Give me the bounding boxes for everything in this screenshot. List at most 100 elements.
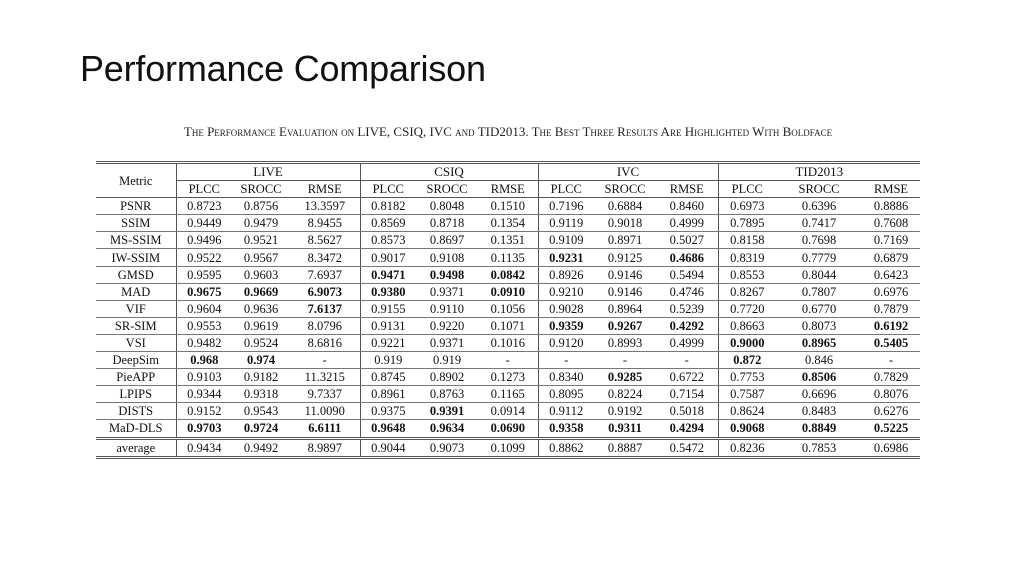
table-cell: 0.9482 — [176, 334, 232, 353]
table-cell: 0.5027 — [656, 231, 719, 250]
table-cell: 8.9455 — [290, 214, 361, 233]
table-cell: 0.7698 — [776, 231, 863, 250]
table-row: GMSD 0.9595 0.9603 7.6937 0.9471 0.9498 0.0842… — [96, 266, 921, 284]
table-cell: 6.6111 — [290, 419, 361, 440]
table-cell: 0.9521 — [232, 231, 290, 250]
table-cell: 0.8718 — [416, 214, 478, 233]
table-cell: 0.9496 — [176, 231, 232, 250]
table-cell: 0.9359 — [538, 317, 595, 335]
table-cell: 0.9103 — [176, 368, 232, 387]
table-cell: - — [594, 351, 657, 370]
table-cell: 0.0910 — [478, 283, 539, 301]
table-cell: 0.968 — [176, 351, 232, 370]
table-row: PSNR 0.8723 0.8756 13.3597 0.8182 0.8048 0.151… — [96, 197, 921, 216]
table-cell: 7.6137 — [290, 300, 361, 318]
table-cell: 0.872 — [718, 351, 777, 370]
table-cell: 0.7829 — [862, 368, 921, 387]
metric-name-cell: average — [96, 438, 177, 459]
table-cell: 0.8745 — [360, 368, 416, 387]
table-cell: 0.8569 — [360, 214, 416, 233]
performance-table: Metric LIVE CSIQ IVC TID2013 PLCC SROCC RM… — [96, 164, 921, 459]
table-cell: 0.9492 — [232, 438, 290, 459]
table-cell: 8.9897 — [290, 438, 361, 459]
table-cell: - — [656, 351, 719, 370]
metric-name-cell: SSIM — [96, 214, 177, 233]
table-cell: 0.9479 — [232, 214, 290, 233]
table-row: MAD 0.9675 0.9669 6.9073 0.9380 0.9371 0.0910 0… — [96, 283, 921, 301]
table-cell: 0.9110 — [416, 300, 478, 318]
table-cell: 0.8663 — [718, 317, 777, 335]
table-cell: 11.3215 — [290, 368, 361, 387]
table-cell: 0.5494 — [656, 266, 719, 284]
table-cell: 0.9567 — [232, 248, 290, 267]
table-cell: 0.4686 — [656, 248, 719, 267]
table-cell: 0.974 — [232, 351, 290, 370]
subheader-live-rmse: RMSE — [290, 180, 361, 199]
table-cell: 0.1071 — [478, 317, 539, 335]
table-cell: 0.9391 — [416, 402, 478, 421]
table-cell: 0.9636 — [232, 300, 290, 318]
table-cell: 0.8756 — [232, 197, 290, 216]
table-cell: 0.7720 — [718, 300, 777, 318]
table-cell: 0.9703 — [176, 419, 232, 440]
table-cell: 0.9344 — [176, 385, 232, 404]
table-cell: 0.8697 — [416, 231, 478, 250]
metric-name-cell: SR-SIM — [96, 317, 177, 335]
table-cell: 0.5239 — [656, 300, 719, 318]
table-cell: 0.8076 — [862, 385, 921, 404]
table-cell: 0.919 — [360, 351, 416, 370]
table-cell: 0.8267 — [718, 283, 777, 301]
group-header-live: LIVE — [176, 164, 361, 182]
table-row: MS-SSIM 0.9496 0.9521 8.5627 0.8573 0.8697 0.1… — [96, 231, 921, 250]
table-cell: 0.9603 — [232, 266, 290, 284]
metric-name-cell: GMSD — [96, 266, 177, 284]
subheader-csiq-rmse: RMSE — [478, 180, 539, 199]
table-cell: 0.9152 — [176, 402, 232, 421]
table-cell: 0.6276 — [862, 402, 921, 421]
table-cell: 0.7779 — [776, 248, 863, 267]
table-cell: 0.9146 — [594, 283, 657, 301]
table-cell: 0.4294 — [656, 419, 719, 440]
table-cell: 0.6973 — [718, 197, 777, 216]
table-cell: 0.9068 — [718, 419, 777, 440]
table-row: DeepSim 0.968 0.974-0.919 0.919- - - -0.872 0.8… — [96, 351, 921, 370]
metric-name-cell: MaD-DLS — [96, 419, 177, 440]
table-cell: 0.9131 — [360, 317, 416, 335]
table-cell: 0.9675 — [176, 283, 232, 301]
table-cell: 0.8849 — [776, 419, 863, 440]
table-subheader-row: PLCC SROCC RMSE PLCC SROCC RMSE PLCC SROCC RMSE P… — [96, 180, 921, 199]
table-cell: 0.8763 — [416, 385, 478, 404]
metric-name-cell: DISTS — [96, 402, 177, 421]
table-cell: 0.9017 — [360, 248, 416, 267]
table-cell: 0.7417 — [776, 214, 863, 233]
table-cell: 13.3597 — [290, 197, 361, 216]
table-cell: 0.9285 — [594, 368, 657, 387]
table-cell: 0.8553 — [718, 266, 777, 284]
table-cell: 0.1056 — [478, 300, 539, 318]
table-cell: 0.5018 — [656, 402, 719, 421]
table-cell: 0.8624 — [718, 402, 777, 421]
table-cell: 0.9318 — [232, 385, 290, 404]
table-cell: 0.9000 — [718, 334, 777, 353]
metric-name-cell: PieAPP — [96, 368, 177, 387]
table-cell: 0.9358 — [538, 419, 595, 440]
table-cell: 0.8073 — [776, 317, 863, 335]
table-cell: 0.8182 — [360, 197, 416, 216]
table-cell: 0.8964 — [594, 300, 657, 318]
table-cell: 0.6770 — [776, 300, 863, 318]
table-row: SR-SIM 0.9553 0.9619 8.0796 0.9131 0.9220 0.10… — [96, 317, 921, 335]
table-cell: 0.9543 — [232, 402, 290, 421]
table-cell: 0.7807 — [776, 283, 863, 301]
table-cell: - — [538, 351, 595, 370]
table-row: DISTS 0.9152 0.9543 11.0090 0.9375 0.9391 0.09… — [96, 402, 921, 421]
table-cell: 0.7853 — [776, 438, 863, 459]
group-header-ivc: IVC — [538, 164, 719, 182]
table-cell: 0.6884 — [594, 197, 657, 216]
table-cell: 0.1016 — [478, 334, 539, 353]
table-cell: 0.4999 — [656, 334, 719, 353]
table-cell: 0.8460 — [656, 197, 719, 216]
table-cell: 0.1135 — [478, 248, 539, 267]
table-cell: 8.5627 — [290, 231, 361, 250]
table-cell: 0.6696 — [776, 385, 863, 404]
table-cell: 0.8926 — [538, 266, 595, 284]
